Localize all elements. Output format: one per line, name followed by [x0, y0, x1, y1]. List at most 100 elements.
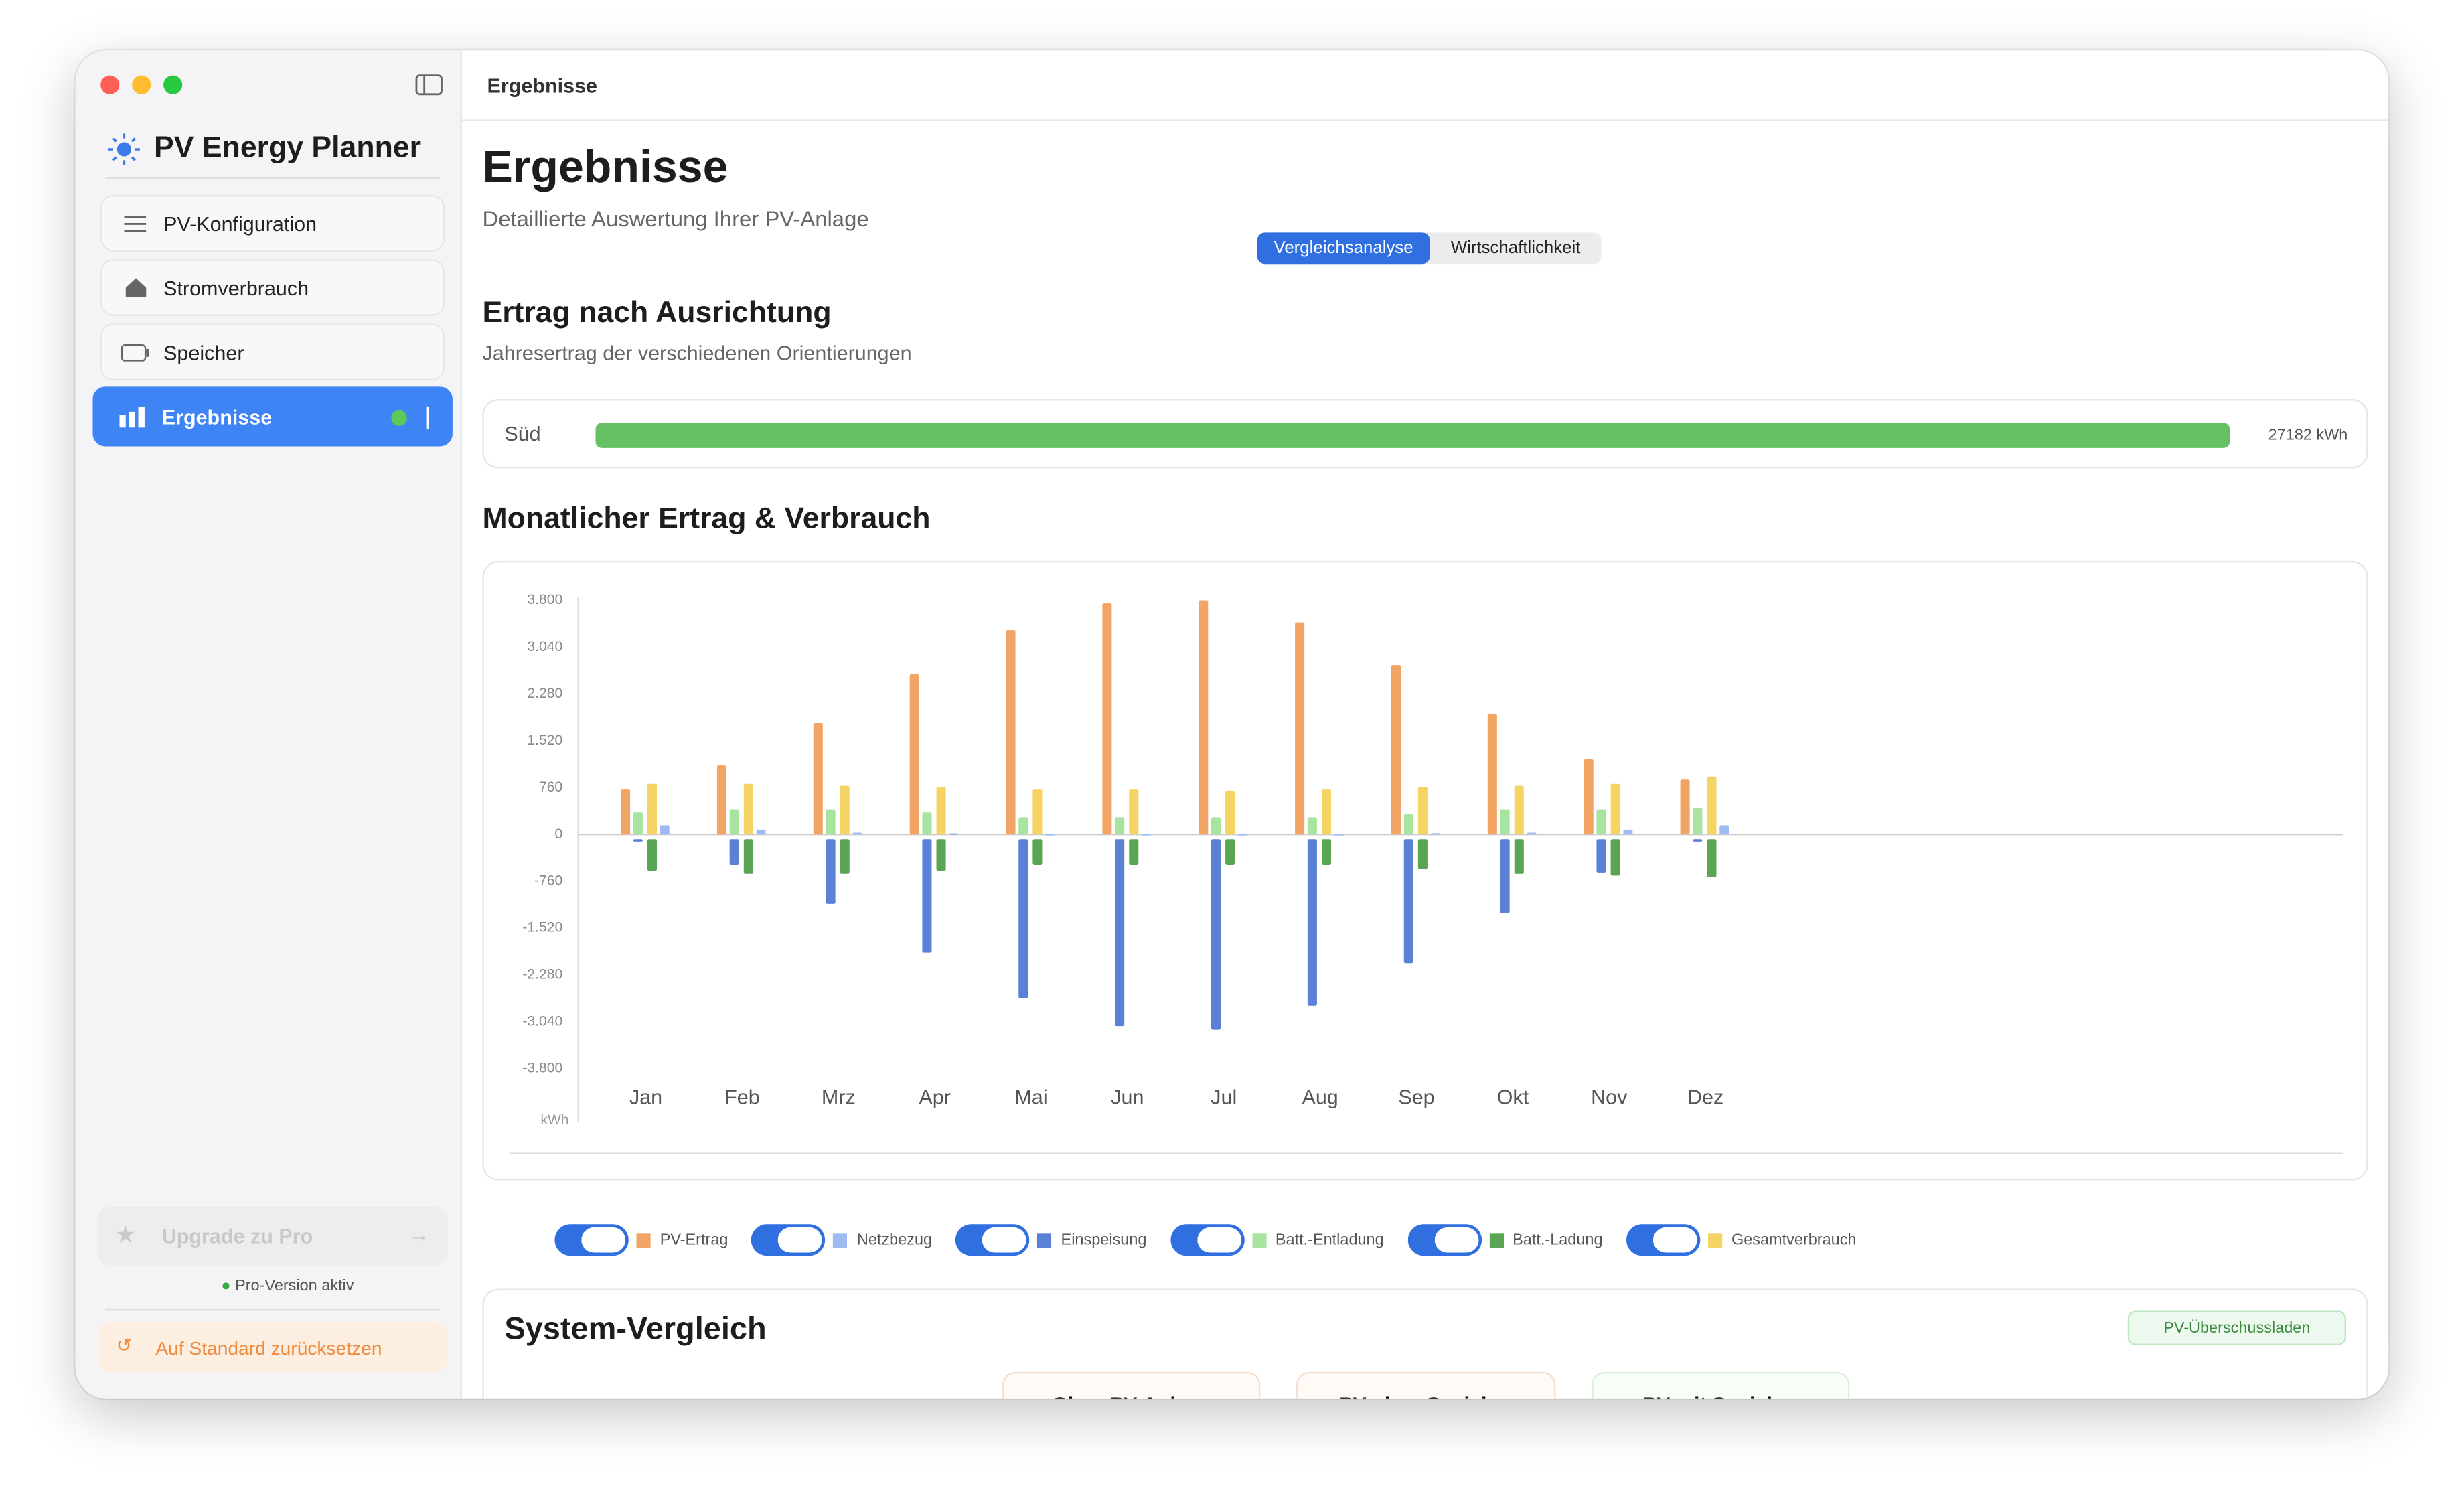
close-button[interactable]	[100, 75, 120, 94]
toolbar-divider	[461, 119, 2389, 121]
x-tick-label: Dez	[1687, 1086, 1723, 1109]
reset-button[interactable]: ↺ Auf Standard zurücksetzen	[97, 1321, 448, 1372]
bar	[1032, 789, 1043, 835]
y-tick-label: 0	[554, 826, 562, 842]
bar	[1610, 839, 1620, 876]
series-toggle[interactable]	[955, 1224, 1030, 1256]
reset-label: Auf Standard zurücksetzen	[155, 1337, 382, 1360]
bar	[826, 809, 836, 835]
minimize-button[interactable]	[132, 75, 151, 94]
window-controls	[100, 74, 443, 145]
series-toggle[interactable]	[1407, 1224, 1482, 1256]
y-tick-label: 1.520	[527, 733, 562, 748]
legend-swatch	[1251, 1233, 1266, 1248]
section-subtitle: Jahresertrag der verschiedenen Orientier…	[482, 341, 912, 365]
bar	[1115, 839, 1125, 1027]
bar	[1596, 839, 1606, 873]
bar	[1403, 839, 1413, 964]
legend-label: Batt.-Ladung	[1513, 1231, 1603, 1249]
nav-item[interactable]: Speicher	[100, 323, 445, 380]
bar	[716, 765, 726, 835]
tab-active[interactable]: Vergleichsanalyse	[1257, 232, 1430, 265]
y-unit: kWh	[540, 1112, 568, 1128]
bar	[1115, 817, 1125, 835]
bar	[936, 839, 946, 871]
bar	[1500, 809, 1510, 835]
bar	[1321, 839, 1332, 865]
series-toggle[interactable]	[1170, 1224, 1244, 1256]
bar	[1211, 817, 1221, 835]
window: PV Energy Planner PV-Konfiguration Strom…	[75, 50, 2389, 1399]
bar	[1018, 817, 1028, 835]
bar	[1225, 839, 1235, 865]
x-tick-label: Okt	[1497, 1086, 1529, 1109]
bar	[1527, 832, 1537, 835]
legend-item: Gesamtverbrauch	[1626, 1224, 1856, 1256]
tab-bar: Vergleichsanalyse Wirtschaftlichkeit	[1257, 232, 1602, 265]
legend-swatch	[636, 1233, 651, 1248]
series-toggle[interactable]	[751, 1224, 826, 1256]
status-label: Pro-Version aktiv	[235, 1278, 354, 1295]
bar	[729, 839, 739, 865]
legend-label: Netzbezug	[856, 1231, 933, 1249]
app-name: PV Energy Planner	[153, 132, 422, 165]
category-label: Süd	[504, 423, 540, 445]
bar	[1610, 783, 1620, 835]
y-tick-label: 2.280	[527, 686, 562, 701]
y-tick-label: -2.280	[522, 967, 562, 982]
bar	[826, 839, 836, 904]
bar	[1006, 630, 1016, 835]
nav-label: Stromverbrauch	[163, 277, 309, 301]
legend-swatch	[1707, 1233, 1722, 1248]
nav-label: PV-Konfiguration	[163, 212, 317, 236]
section-title: Monatlicher Ertrag & Verbrauch	[482, 503, 931, 536]
tab[interactable]: Wirtschaftlichkeit	[1450, 238, 1581, 258]
bar	[1623, 829, 1633, 835]
bar	[1430, 833, 1440, 835]
bar	[660, 825, 670, 835]
x-tick-label: Nov	[1591, 1086, 1628, 1109]
x-tick-label: Jan	[629, 1086, 662, 1109]
window-title: Ergebnisse	[487, 74, 598, 98]
nav-item[interactable]: PV-Konfiguration	[100, 195, 445, 252]
y-tick-label: 3.040	[527, 639, 562, 654]
comparison-option[interactable]: PV ohne Speicher	[1296, 1371, 1556, 1399]
badge[interactable]: PV-Überschussladen	[2127, 1310, 2346, 1345]
status: ● Pro-Version aktiv	[221, 1278, 354, 1295]
y-tick-label: -1.520	[522, 920, 562, 935]
nav-item-active[interactable]: Ergebnisse	[92, 386, 453, 447]
monthly-chart: 3.800 3.040 2.280 1.520 760 0 -760 -1.520 -2.280…	[509, 592, 2343, 1154]
series-toggle[interactable]	[1626, 1224, 1701, 1256]
bar	[1295, 622, 1305, 835]
bar	[1584, 759, 1594, 835]
bar	[922, 812, 932, 835]
series-toggle[interactable]	[554, 1224, 629, 1256]
y-tick-label: -3.800	[522, 1060, 562, 1075]
upgrade-button[interactable]: ★ Upgrade zu Pro →	[97, 1207, 448, 1266]
chart-card: 3.800 3.040 2.280 1.520 760 0 -760 -1.520 -2.280…	[482, 560, 2368, 1181]
orientation-bar	[595, 423, 2230, 448]
y-tick-label: -3.040	[522, 1014, 562, 1029]
comparison-option[interactable]: PV mit Speicher	[1592, 1371, 1850, 1399]
comparison-option[interactable]: Ohne PV-Anlage	[1002, 1371, 1261, 1399]
orientation-chart: Süd 27182 kWh	[504, 423, 2347, 448]
bar	[621, 789, 631, 835]
zoom-button[interactable]	[163, 75, 183, 94]
nav-item[interactable]: Stromverbrauch	[100, 259, 445, 316]
bar	[633, 812, 643, 835]
y-tick-label: 3.800	[527, 592, 562, 607]
x-tick-label: Jul	[1211, 1086, 1237, 1109]
divider	[105, 177, 441, 179]
legend-swatch	[833, 1233, 848, 1248]
bar	[1321, 789, 1332, 835]
bar	[949, 833, 959, 835]
bar	[1237, 834, 1247, 836]
divider	[105, 1308, 441, 1311]
bar	[1403, 814, 1413, 835]
sidebar-toggle[interactable]	[415, 74, 443, 96]
legend-label: PV-Ertrag	[660, 1231, 728, 1249]
bar	[1334, 834, 1344, 836]
bar	[1514, 839, 1524, 874]
